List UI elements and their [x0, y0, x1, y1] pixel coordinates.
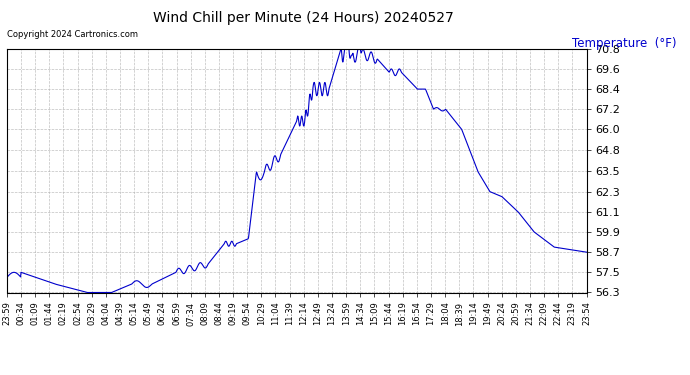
Text: Wind Chill per Minute (24 Hours) 20240527: Wind Chill per Minute (24 Hours) 2024052… [153, 11, 454, 25]
Text: Copyright 2024 Cartronics.com: Copyright 2024 Cartronics.com [7, 30, 138, 39]
Text: Temperature  (°F): Temperature (°F) [572, 38, 676, 51]
